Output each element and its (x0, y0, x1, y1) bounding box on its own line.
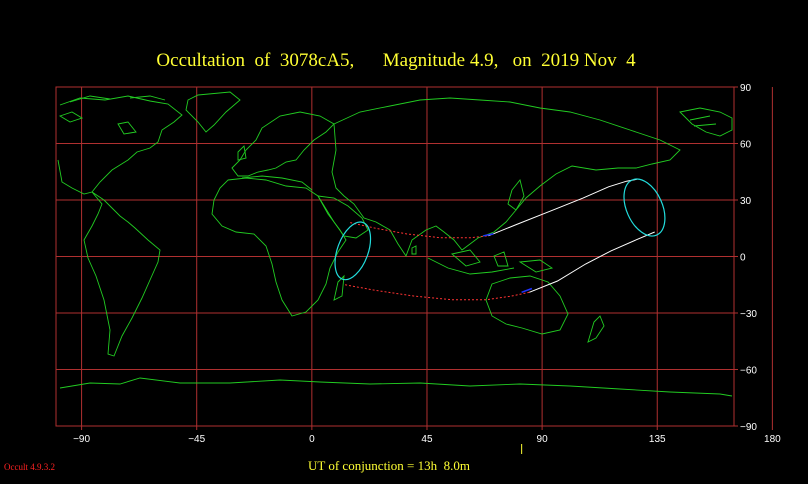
coast-mediterranean (241, 175, 313, 191)
coast-japan (507, 179, 525, 211)
limb-ellipse-east (623, 178, 666, 237)
coast-indonesia (427, 249, 554, 275)
coast-asia (331, 97, 681, 257)
coast-greenland (185, 91, 241, 133)
lon-tick-label: 90 (537, 434, 549, 445)
graticule (56, 87, 773, 426)
coast-arabia (317, 195, 369, 239)
path-blue-segment (521, 287, 533, 294)
coast-africa (211, 177, 347, 317)
coast-arctic-islands (58, 95, 166, 123)
lat-tick-label: −90 (740, 422, 757, 433)
lat-tick-label: 30 (740, 196, 752, 207)
coast-antarctica (59, 377, 733, 397)
path-south-limit-dotted (345, 284, 530, 301)
lon-tick-label: 0 (309, 434, 315, 445)
coast-north-pacific-isles (689, 115, 717, 127)
coastlines (57, 91, 733, 397)
path-south-limit (529, 231, 655, 293)
latitude-labels: 90 60 30 0 −30 −60 −90 (734, 83, 757, 433)
lat-tick-label: 0 (740, 253, 746, 264)
coast-alaska (679, 107, 733, 137)
lat-tick-label: −60 (740, 366, 757, 377)
lon-tick-label: −90 (73, 434, 90, 445)
coast-new-zealand (587, 315, 605, 343)
coast-europe (231, 111, 335, 177)
lon-tick-label: 45 (421, 434, 433, 445)
lon-tick-label: 180 (764, 434, 781, 445)
path-blue-segment (483, 233, 494, 237)
ut-conjunction-label: UT of conjunction = 13h 8.0m (308, 458, 470, 473)
coast-hudson (117, 121, 137, 135)
limb-ellipse-west (334, 221, 372, 281)
version-label: Occult 4.9.3.2 (4, 462, 55, 472)
chart-title: Occultation of 3078cA5, Magnitude 4.9, o… (156, 50, 636, 71)
lon-tick-label: −45 (188, 434, 205, 445)
lat-tick-label: −30 (740, 309, 757, 320)
coast-sri-lanka (411, 245, 417, 255)
path-north-limit (488, 178, 637, 237)
coast-south-america (83, 191, 161, 357)
coast-britain (237, 145, 247, 161)
coast-north-america (57, 95, 183, 195)
coast-madagascar (333, 274, 345, 301)
lat-tick-label: 90 (740, 83, 752, 94)
occultation-paths (334, 178, 666, 301)
coast-australia (485, 275, 569, 335)
path-north-limit-dotted (350, 222, 489, 239)
lat-tick-label: 60 (740, 140, 752, 151)
lon-tick-label: 135 (649, 434, 666, 445)
